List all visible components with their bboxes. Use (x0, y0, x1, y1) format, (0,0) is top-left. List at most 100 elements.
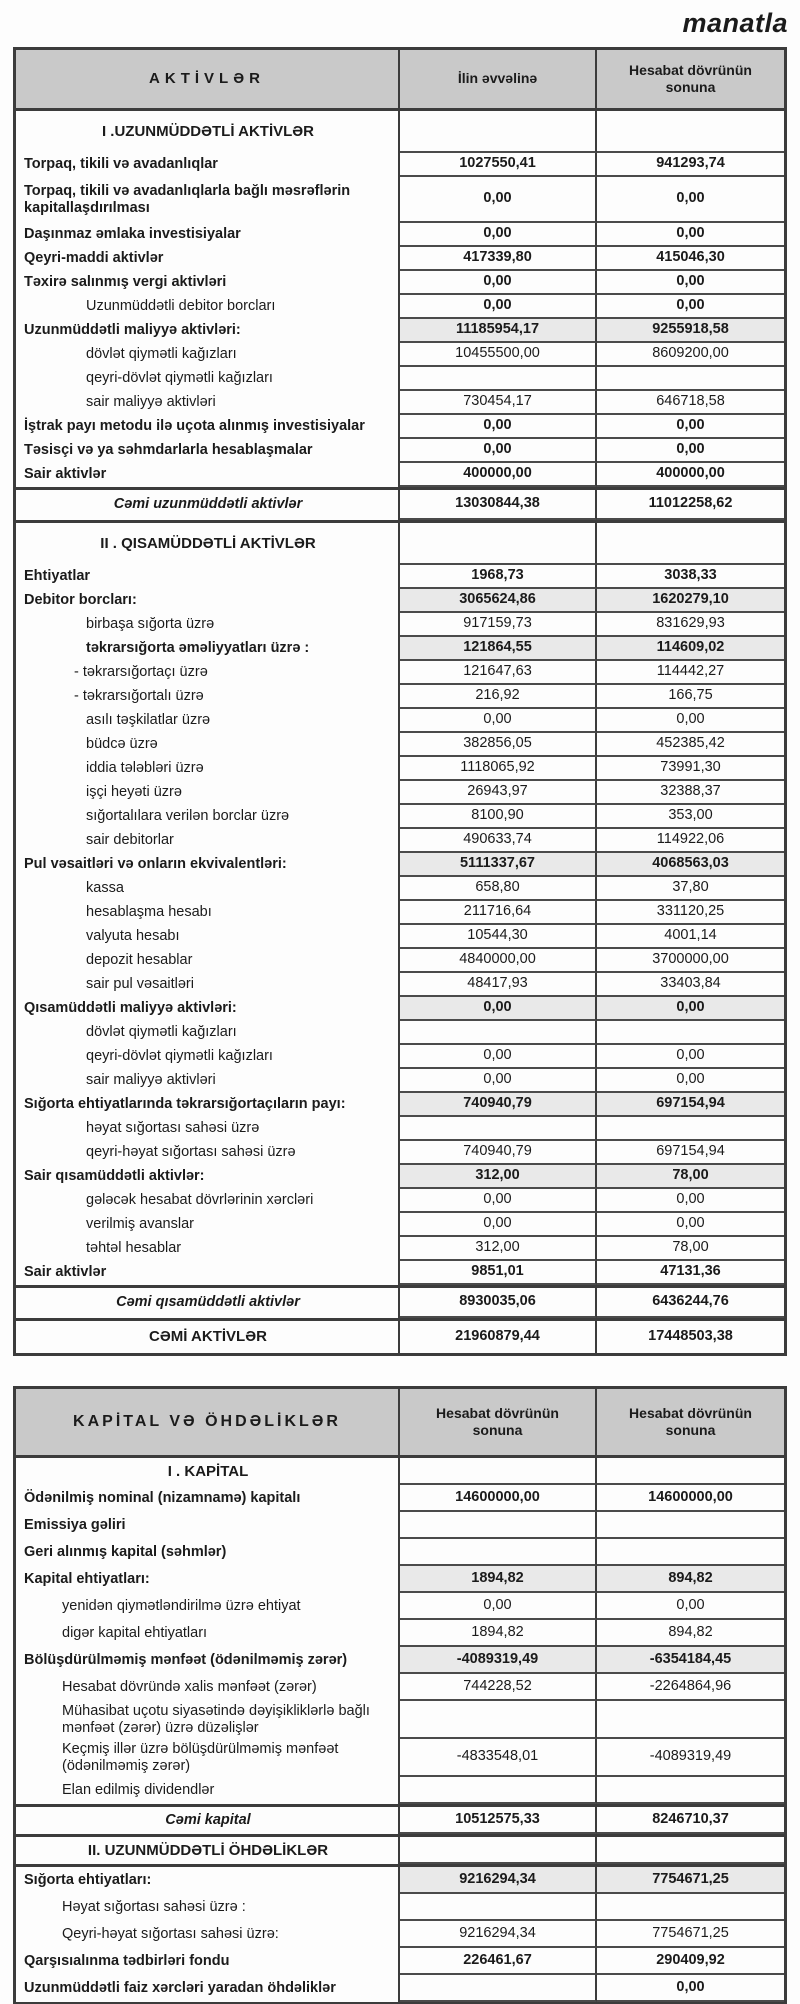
row-label: Debitor borcları: (16, 589, 400, 613)
row-value-col2 (597, 1701, 784, 1740)
row-value-col1: 490633,74 (400, 829, 597, 853)
row-value-col1: 21960879,44 (400, 1321, 597, 1353)
row-value-col2: 8246710,37 (597, 1807, 784, 1835)
row-value-col2: 0,00 (597, 295, 784, 319)
row-value-col2: 78,00 (597, 1237, 784, 1261)
table-row: sair pul vəsaitləri 48417,93 33403,84 (16, 973, 784, 997)
row-label: Daşınmaz əmlaka investisiyalar (16, 223, 400, 247)
table-row: iddia tələbləri üzrə 1118065,92 73991,30 (16, 757, 784, 781)
row-value-col1 (400, 1701, 597, 1740)
row-value-col1: 0,00 (400, 415, 597, 439)
assets-table-header: AKTİVLƏR İlin əvvəlinə Hesabat dövrünün … (16, 50, 784, 111)
row-label: Sair aktivlər (16, 1261, 400, 1285)
row-label: Təsisçi və ya səhmdarlarla hesablaşmalar (16, 439, 400, 463)
table-row: Qeyri-həyat sığortası sahəsi üzrə: 92162… (16, 1921, 784, 1949)
table-row: Qeyri-maddi aktivlər 417339,80 415046,30 (16, 247, 784, 271)
row-value-col1: 0,00 (400, 439, 597, 463)
row-value-col2 (597, 1777, 784, 1805)
table-row: Sığorta ehtiyatları: 9216294,34 7754671,… (16, 1864, 784, 1895)
row-value-col2: 0,00 (597, 223, 784, 247)
row-label: asılı təşkilatlar üzrə (16, 709, 400, 733)
row-value-col1: 0,00 (400, 177, 597, 223)
table-row: CƏMİ AKTİVLƏR 21960879,44 17448503,38 (16, 1318, 784, 1353)
table-row: büdcə üzrə 382856,05 452385,42 (16, 733, 784, 757)
row-value-col2: 8609200,00 (597, 343, 784, 367)
table-row: Kapital ehtiyatları: 1894,82 894,82 (16, 1566, 784, 1593)
table-row: digər kapital ehtiyatları 1894,82 894,82 (16, 1620, 784, 1647)
table-row: sair maliyyə aktivləri 0,00 0,00 (16, 1069, 784, 1093)
row-label: təkrarsığorta əməliyyatları üzrə : (16, 637, 400, 661)
row-value-col1: 0,00 (400, 1069, 597, 1093)
row-value-col2 (597, 523, 784, 565)
row-label: Kapital ehtiyatları: (16, 1566, 400, 1593)
row-label: II. UZUNMÜDDƏTLİ ÖHDƏLİKLƏR (16, 1837, 400, 1865)
row-value-col2: 11012258,62 (597, 490, 784, 520)
table-row: həyat sığortası sahəsi üzrə (16, 1117, 784, 1141)
row-label: sair debitorlar (16, 829, 400, 853)
row-label: Sair aktivlər (16, 463, 400, 487)
row-label: Ödənilmiş nominal (nizamnamə) kapitalı (16, 1485, 400, 1512)
row-value-col2 (597, 1539, 784, 1566)
row-value-col1: 10512575,33 (400, 1807, 597, 1835)
capital-header-col-end: Hesabat dövrünün sonuna (629, 1404, 752, 1439)
assets-header-title: AKTİVLƏR (16, 50, 400, 108)
row-label: Cəmi uzunmüddətli aktivlər (16, 490, 400, 520)
table-row: Cəmi qısamüddətli aktivlər 8930035,06 64… (16, 1285, 784, 1318)
row-value-col2 (597, 111, 784, 153)
row-value-col1: 0,00 (400, 1045, 597, 1069)
row-value-col2: 0,00 (597, 415, 784, 439)
row-value-col2: 4068563,03 (597, 853, 784, 877)
row-label: II . QISAMÜDDƏTLİ AKTİVLƏR (16, 523, 400, 565)
row-value-col1: 730454,17 (400, 391, 597, 415)
row-value-col2: 0,00 (597, 1593, 784, 1620)
row-value-col1: 1027550,41 (400, 153, 597, 177)
row-label: qeyri-dövlət qiymətli kağızları (16, 1045, 400, 1069)
row-value-col1: 917159,73 (400, 613, 597, 637)
row-value-col1 (400, 1837, 597, 1865)
row-label: Uzunmüddətli debitor borcları (16, 295, 400, 319)
capital-header-title: KAPİTAL VƏ ÖHDƏLİKLƏR (16, 1389, 400, 1455)
row-value-col1: 10544,30 (400, 925, 597, 949)
row-value-col1: 0,00 (400, 271, 597, 295)
row-value-col1: 10455500,00 (400, 343, 597, 367)
table-row: qeyri-həyat sığortası sahəsi üzrə 740940… (16, 1141, 784, 1165)
row-value-col2 (597, 1117, 784, 1141)
row-value-col2: 353,00 (597, 805, 784, 829)
row-label: gələcək hesabat dövrlərinin xərcləri (16, 1189, 400, 1213)
row-value-col1: 417339,80 (400, 247, 597, 271)
row-value-col2: 0,00 (597, 271, 784, 295)
row-value-col1: 382856,05 (400, 733, 597, 757)
row-label: işçi heyəti üzrə (16, 781, 400, 805)
row-value-col1: 0,00 (400, 223, 597, 247)
row-label: Qarşısıalınma tədbirləri fondu (16, 1948, 400, 1976)
row-value-col1 (400, 1021, 597, 1045)
row-value-col1 (400, 1894, 597, 1922)
row-value-col1: 400000,00 (400, 463, 597, 487)
row-label: Emissiya gəliri (16, 1512, 400, 1539)
assets-header-col-end: Hesabat dövrünün sonuna (629, 61, 752, 96)
row-value-col1: 14600000,00 (400, 1485, 597, 1512)
table-row: - təkrarsığortalı üzrə 216,92 166,75 (16, 685, 784, 709)
table-row: yenidən qiymətləndirilmə üzrə ehtiyat 0,… (16, 1593, 784, 1620)
table-row: dövlət qiymətli kağızları 10455500,00 86… (16, 343, 784, 367)
row-value-col2: 14600000,00 (597, 1485, 784, 1512)
row-value-col2: -4089319,49 (597, 1739, 784, 1778)
row-label: depozit hesablar (16, 949, 400, 973)
row-value-col1: 5111337,67 (400, 853, 597, 877)
row-label: dövlət qiymətli kağızları (16, 343, 400, 367)
row-value-col1: 26943,97 (400, 781, 597, 805)
row-label: Torpaq, tikili və avadanlıqlar (16, 153, 400, 177)
table-row: işçi heyəti üzrə 26943,97 32388,37 (16, 781, 784, 805)
row-label: digər kapital ehtiyatları (16, 1620, 400, 1647)
row-value-col1: 740940,79 (400, 1141, 597, 1165)
row-value-col2: 0,00 (597, 439, 784, 463)
row-label: Sair qısamüddətli aktivlər: (16, 1165, 400, 1189)
table-row: hesablaşma hesabı 211716,64 331120,25 (16, 901, 784, 925)
row-value-col2: -2264864,96 (597, 1674, 784, 1701)
row-value-col1: 1968,73 (400, 565, 597, 589)
row-label: I . KAPİTAL (16, 1458, 400, 1485)
row-value-col2: 941293,74 (597, 153, 784, 177)
table-row: Sair aktivlər 9851,01 47131,36 (16, 1261, 784, 1285)
row-value-col1: 744228,52 (400, 1674, 597, 1701)
row-label: Geri alınmış kapital (səhmlər) (16, 1539, 400, 1566)
